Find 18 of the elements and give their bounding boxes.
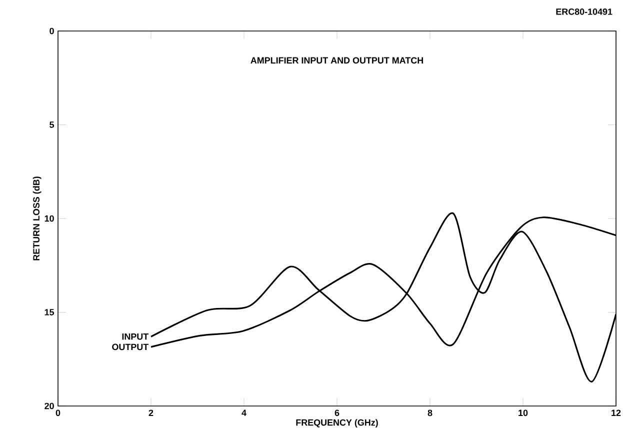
y-tick-label: 20 xyxy=(44,402,54,410)
y-tick-label: 15 xyxy=(44,309,54,316)
x-tick-label: 8 xyxy=(428,410,432,416)
x-tick-label: 2 xyxy=(148,410,154,416)
x-axis-title: FREQUENCY (GHz) xyxy=(296,419,378,428)
y-tick-label: 10 xyxy=(44,215,54,222)
text: ERC80-10491 xyxy=(556,8,612,15)
text: AMPLIFIER INPUT AND OUTPUT MATCH xyxy=(250,57,423,64)
x-tick-label: 6 xyxy=(334,410,340,416)
x-tick-label: 0 xyxy=(56,410,60,416)
series-label: INPUT xyxy=(122,334,149,340)
series-label: OUTPUT xyxy=(112,344,149,350)
x-tick-label: 10 xyxy=(518,410,528,416)
x-tick-label: 12 xyxy=(612,410,621,416)
y-tick-label: 0 xyxy=(50,28,54,34)
y-axis-title: RETURN LOSS (dB) xyxy=(32,176,42,260)
x-tick-label: 4 xyxy=(242,410,246,416)
y-tick-label: 5 xyxy=(50,122,54,128)
